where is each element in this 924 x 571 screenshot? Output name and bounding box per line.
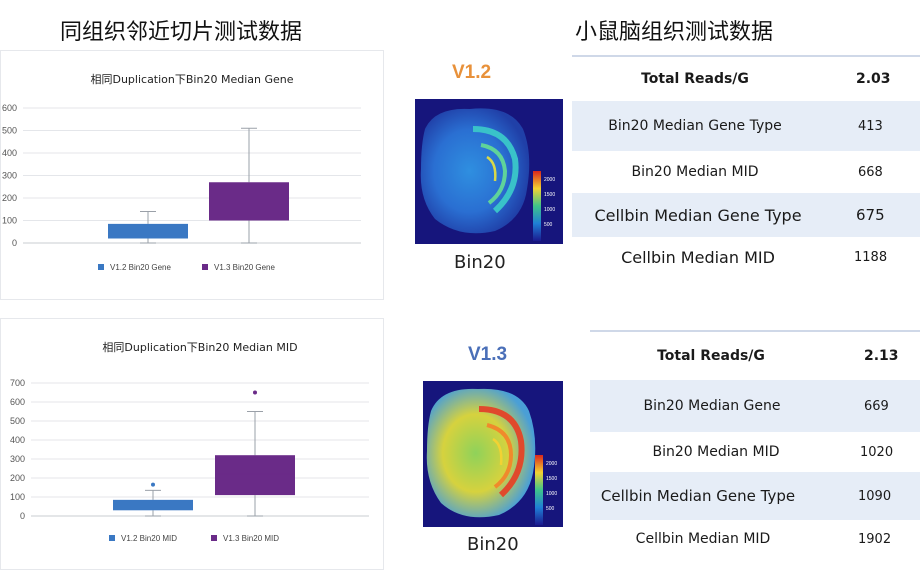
stats-value: 1902 [858,531,892,547]
stats-value: 413 [858,118,883,134]
legend-swatch [211,535,217,541]
y-tick-label: 600 [2,103,17,113]
stats-row: Cellbin Median MID 1188 [572,237,920,277]
stats-value: 1090 [858,488,892,504]
legend-label: V1.3 Bin20 MID [223,534,279,543]
tissue-heatmap-v1-2: 2000 1500 1000 500 [415,99,563,244]
y-tick-label: 0 [20,511,25,521]
y-tick-label: 100 [2,216,17,226]
stats-row: Cellbin Median Gene Type 675 [572,193,920,237]
stats-row: Bin20 Median MID 668 [572,151,920,193]
legend-label: V1.3 Bin20 Gene [214,263,275,272]
outlier-point [253,390,257,395]
y-tick-label: 500 [10,416,25,426]
stats-row: Bin20 Median Gene 669 [590,380,920,432]
stats-row: Cellbin Median MID 1902 [590,520,920,558]
colorbar-tick: 2000 [544,177,555,183]
stats-label: Cellbin Median MID [635,531,771,547]
box [209,182,289,221]
stats-label: Cellbin Median Gene Type [600,487,796,505]
left-section-heading: 同组织邻近切片测试数据 [60,20,303,45]
stats-label: Cellbin Median Gene Type [594,205,802,225]
stats-label: Bin20 Median MID [631,164,759,180]
stats-row: Total Reads/G 2.13 [590,332,920,380]
stats-row: Bin20 Median Gene Type 413 [572,101,920,151]
version-label-v1-2: V1.2 [452,62,492,83]
y-tick-label: 100 [10,492,25,502]
chart-title: 相同Duplication下Bin20 Median MID [102,341,297,354]
median-gene-boxplot: 相同Duplication下Bin20 Median Gene 0 100 200 30… [2,73,361,272]
y-tick-label: 0 [12,238,17,248]
stats-label: Total Reads/G [641,71,749,87]
stats-value: 2.13 [864,348,899,364]
y-tick-label: 400 [2,148,17,158]
legend-swatch [109,535,115,541]
stats-label: Cellbin Median MID [621,247,775,267]
legend-label: V1.2 Bin20 MID [121,534,177,543]
tissue-heatmap-v1-3: 2000 1500 1000 500 [423,381,563,527]
stats-value: 1188 [854,249,888,265]
median-mid-boxplot: 相同Duplication下Bin20 Median MID 0 100 200 300… [10,341,369,543]
bin-label-v1-2: Bin20 [454,252,506,273]
legend-swatch [202,264,208,270]
bin-label-v1-3: Bin20 [467,534,519,555]
stats-value: 669 [864,398,889,414]
y-tick-label: 500 [2,126,17,136]
colorbar-tick: 1500 [546,476,557,482]
median-mid-chart-panel: 相同Duplication下Bin20 Median MID 0 100 200 300… [0,318,384,570]
stats-value: 668 [858,164,883,180]
colorbar-tick: 2000 [546,461,557,467]
y-tick-label: 600 [10,397,25,407]
stats-label: Bin20 Median Gene [643,398,781,414]
legend-label: V1.2 Bin20 Gene [110,263,171,272]
y-tick-label: 700 [10,378,25,388]
stats-value: 2.03 [856,71,891,87]
stats-value: 675 [856,206,885,224]
stats-table-v1-3: Total Reads/G 2.13 Bin20 Median Gene 669… [590,330,920,558]
y-tick-label: 300 [2,171,17,181]
y-tick-label: 300 [10,454,25,464]
legend-swatch [98,264,104,270]
stats-label: Bin20 Median Gene Type [608,118,782,134]
colorbar-tick: 500 [544,222,553,228]
stats-value: 1020 [860,444,894,460]
y-tick-label: 400 [10,435,25,445]
stats-row: Bin20 Median MID 1020 [590,432,920,472]
stats-label: Total Reads/G [657,348,765,364]
colorbar-tick: 1000 [546,491,557,497]
colorbar-tick: 500 [546,506,555,512]
median-gene-chart-panel: 相同Duplication下Bin20 Median Gene 0 100 200 30… [0,50,384,300]
stats-label: Bin20 Median MID [652,444,780,460]
y-tick-label: 200 [2,193,17,203]
colorbar-tick: 1500 [544,192,555,198]
stats-table-v1-2: Total Reads/G 2.03 Bin20 Median Gene Typ… [572,55,920,277]
outlier-point [151,482,155,487]
version-label-v1-3: V1.3 [468,344,508,365]
stats-row: Cellbin Median Gene Type 1090 [590,472,920,520]
right-section-heading: 小鼠脑组织测试数据 [575,20,774,45]
colorbar-tick: 1000 [544,207,555,213]
stats-row: Total Reads/G 2.03 [572,57,920,101]
box [108,223,188,239]
y-tick-label: 200 [10,473,25,483]
chart-title: 相同Duplication下Bin20 Median Gene [90,73,293,86]
box [215,455,295,496]
